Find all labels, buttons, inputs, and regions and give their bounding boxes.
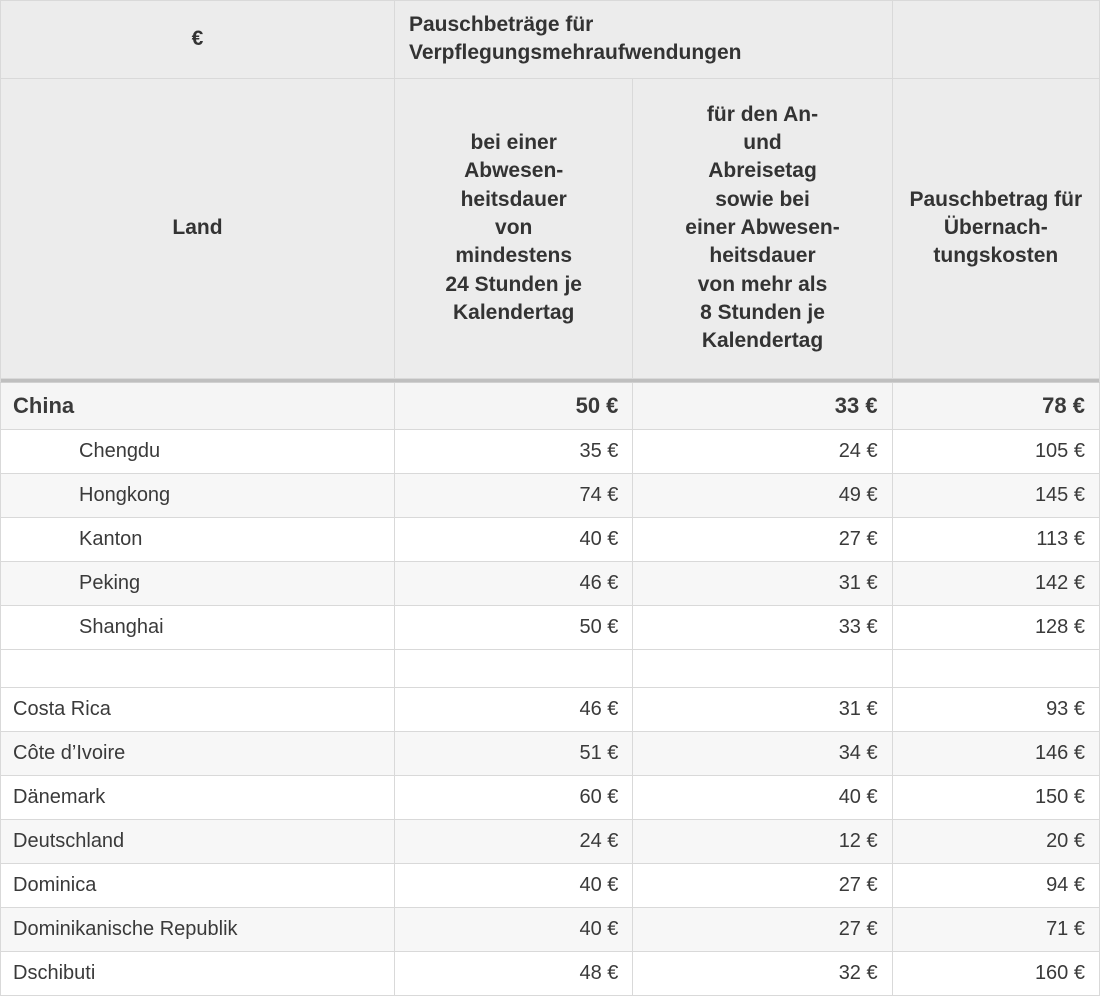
table-row: Côte d’Ivoire51 €34 €146 €: [1, 731, 1100, 775]
value-lodging: 20 €: [892, 819, 1099, 863]
value-lodging: 128 €: [892, 605, 1099, 649]
value-8h: 33 €: [633, 382, 892, 429]
value-24h: 46 €: [394, 561, 632, 605]
value-8h: 49 €: [633, 473, 892, 517]
table-row: Costa Rica46 €31 €93 €: [1, 687, 1100, 731]
table-row: Dominikanische Republik40 €27 €71 €: [1, 907, 1100, 951]
table-row: Shanghai50 €33 €128 €: [1, 605, 1100, 649]
table-body: China50 €33 €78 €Chengdu35 €24 €105 €Hon…: [1, 378, 1100, 995]
value-24h: 46 €: [394, 687, 632, 731]
per-diem-table: € Pauschbeträge für Verpflegungsmehraufw…: [0, 0, 1100, 996]
value-lodging: 113 €: [892, 517, 1099, 561]
value-24h: 50 €: [394, 605, 632, 649]
value-8h: 31 €: [633, 561, 892, 605]
country-name: Dominikanische Republik: [1, 907, 395, 951]
value-24h: 24 €: [394, 819, 632, 863]
city-name: Hongkong: [1, 473, 395, 517]
value-8h: 12 €: [633, 819, 892, 863]
city-name: Kanton: [1, 517, 395, 561]
table-row: Hongkong74 €49 €145 €: [1, 473, 1100, 517]
header-24h: bei einerAbwesen-heitsdauervonmindestens…: [394, 78, 632, 378]
value-lodging: 78 €: [892, 382, 1099, 429]
empty-cell: [633, 649, 892, 687]
value-8h: 27 €: [633, 863, 892, 907]
table-row: Deutschland24 €12 €20 €: [1, 819, 1100, 863]
header-meals-title: Pauschbeträge für Verpflegungsmehraufwen…: [394, 1, 892, 79]
country-name: Dänemark: [1, 775, 395, 819]
value-lodging: 71 €: [892, 907, 1099, 951]
value-24h: 35 €: [394, 429, 632, 473]
value-24h: 74 €: [394, 473, 632, 517]
value-24h: 51 €: [394, 731, 632, 775]
country-name: Dominica: [1, 863, 395, 907]
value-lodging: 150 €: [892, 775, 1099, 819]
value-8h: 34 €: [633, 731, 892, 775]
value-24h: 40 €: [394, 863, 632, 907]
value-lodging: 93 €: [892, 687, 1099, 731]
country-name: Deutschland: [1, 819, 395, 863]
value-24h: 60 €: [394, 775, 632, 819]
table-header: € Pauschbeträge für Verpflegungsmehraufw…: [1, 1, 1100, 379]
value-lodging: 145 €: [892, 473, 1099, 517]
table-row: Peking46 €31 €142 €: [1, 561, 1100, 605]
table-row: Dschibuti48 €32 €160 €: [1, 951, 1100, 995]
header-blank: [892, 1, 1099, 79]
value-24h: 50 €: [394, 382, 632, 429]
value-lodging: 160 €: [892, 951, 1099, 995]
value-8h: 31 €: [633, 687, 892, 731]
value-8h: 40 €: [633, 775, 892, 819]
value-lodging: 142 €: [892, 561, 1099, 605]
value-lodging: 146 €: [892, 731, 1099, 775]
country-name: Costa Rica: [1, 687, 395, 731]
country-name: China: [1, 382, 395, 429]
table-row: Dominica40 €27 €94 €: [1, 863, 1100, 907]
table-row: Chengdu35 €24 €105 €: [1, 429, 1100, 473]
value-lodging: 94 €: [892, 863, 1099, 907]
empty-cell: [394, 649, 632, 687]
table-row: [1, 649, 1100, 687]
value-24h: 40 €: [394, 907, 632, 951]
header-country: Land: [1, 78, 395, 378]
table-row: Kanton40 €27 €113 €: [1, 517, 1100, 561]
value-lodging: 105 €: [892, 429, 1099, 473]
empty-cell: [1, 649, 395, 687]
value-8h: 27 €: [633, 907, 892, 951]
header-8h: für den An-undAbreisetagsowie beieiner A…: [633, 78, 892, 378]
header-lodging: Pauschbetrag für Übernach-tungskosten: [892, 78, 1099, 378]
value-8h: 27 €: [633, 517, 892, 561]
city-name: Peking: [1, 561, 395, 605]
value-8h: 33 €: [633, 605, 892, 649]
value-8h: 32 €: [633, 951, 892, 995]
value-8h: 24 €: [633, 429, 892, 473]
table-row: Dänemark60 €40 €150 €: [1, 775, 1100, 819]
empty-cell: [892, 649, 1099, 687]
table-row: China50 €33 €78 €: [1, 382, 1100, 429]
city-name: Chengdu: [1, 429, 395, 473]
value-24h: 48 €: [394, 951, 632, 995]
country-name: Dschibuti: [1, 951, 395, 995]
value-24h: 40 €: [394, 517, 632, 561]
header-euro: €: [1, 1, 395, 79]
city-name: Shanghai: [1, 605, 395, 649]
country-name: Côte d’Ivoire: [1, 731, 395, 775]
